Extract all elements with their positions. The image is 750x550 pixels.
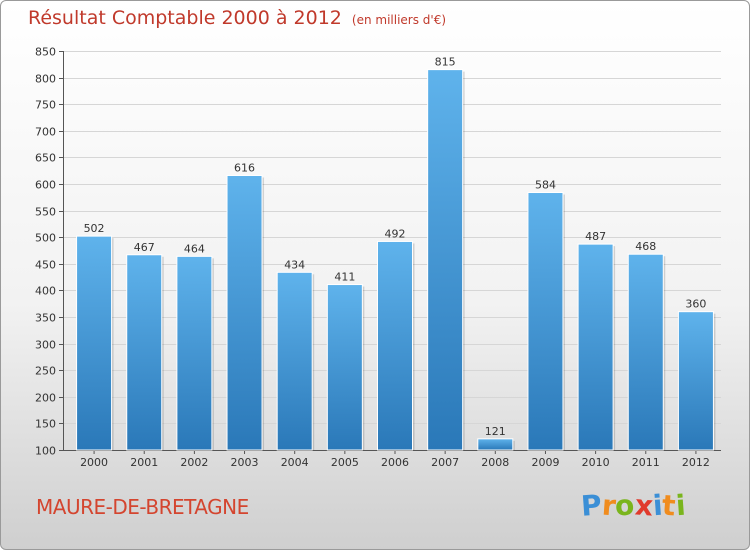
bars (76, 69, 716, 451)
logo-letter: o (614, 488, 636, 523)
x-tick-label-2004: 2004 (281, 456, 309, 469)
labels: 100 150 200 250 300 350 400 450 500 550 600 650 700 7… (35, 46, 710, 470)
value-label-2004: 434 (284, 258, 305, 271)
bar-2005 (326, 284, 363, 451)
value-label-2007: 815 (435, 56, 456, 69)
value-label-2012: 360 (685, 298, 706, 311)
x-tick-label-2012: 2012 (682, 456, 710, 469)
bar-2003 (226, 174, 263, 451)
chart-title-text: Résultat Comptable 2000 à 2012 (28, 7, 342, 29)
value-label-2006: 492 (385, 227, 406, 240)
proxiti-logo: Proxiti (579, 488, 687, 523)
y-tick-label-300: 300 (35, 339, 56, 352)
x-tick-label-2007: 2007 (431, 456, 459, 469)
value-label-2005: 411 (334, 271, 355, 284)
bar-2002 (176, 255, 213, 451)
y-tick-label-250: 250 (35, 365, 56, 378)
bar-2009 (527, 192, 564, 451)
chart-title: Résultat Comptable 2000 à 2012 (en millie… (28, 7, 446, 29)
bar-2012 (677, 311, 714, 451)
x-tick-label-2009: 2009 (531, 456, 559, 469)
value-label-2000: 502 (84, 222, 105, 235)
commune-name: MAURE-DE-BRETAGNE (36, 495, 249, 519)
chart-unit-label: (en milliers d'€) (351, 13, 447, 27)
y-tick-label-100: 100 (35, 445, 56, 458)
bar-2010 (577, 243, 614, 451)
x-tick-label-2001: 2001 (130, 456, 158, 469)
y-tick-label-750: 750 (35, 99, 56, 112)
y-tick-label-700: 700 (35, 126, 56, 139)
logo-letter: P (579, 488, 603, 523)
value-label-2008: 121 (485, 425, 506, 438)
y-tick-label-450: 450 (35, 259, 56, 272)
x-tick-label-2005: 2005 (331, 456, 359, 469)
value-label-2009: 584 (535, 179, 556, 192)
bar-2011 (627, 253, 664, 451)
x-tick-label-2008: 2008 (481, 456, 509, 469)
bar-2008 (477, 438, 514, 451)
y-tick-label-550: 550 (35, 206, 56, 219)
y-tick-label-350: 350 (35, 312, 56, 325)
y-tick-label-850: 850 (35, 46, 56, 59)
y-tick-label-400: 400 (35, 285, 56, 298)
y-tick-label-650: 650 (35, 152, 56, 165)
bar-2004 (276, 271, 313, 451)
bar-2006 (377, 240, 413, 451)
x-tick-label-2000: 2000 (80, 456, 108, 469)
value-label-2010: 487 (585, 230, 606, 243)
y-tick-label-600: 600 (35, 179, 56, 192)
y-tick-label-500: 500 (35, 232, 56, 245)
y-tick-label-800: 800 (35, 73, 56, 86)
x-tick-label-2011: 2011 (632, 456, 660, 469)
x-tick-label-2010: 2010 (582, 456, 610, 469)
bar-2001 (126, 254, 163, 451)
value-label-2003: 616 (234, 161, 255, 174)
value-label-2002: 464 (184, 242, 205, 255)
value-label-2001: 467 (134, 241, 155, 254)
y-tick-label-150: 150 (35, 418, 56, 431)
logo-letter: i (674, 488, 687, 523)
x-tick-label-2006: 2006 (381, 456, 409, 469)
x-tick-label-2002: 2002 (180, 456, 208, 469)
bar-2007 (427, 69, 464, 451)
y-tick-label-200: 200 (35, 392, 56, 405)
bar-2000 (76, 235, 113, 451)
value-label-2011: 468 (635, 240, 656, 253)
logo-letter: x (633, 488, 654, 523)
x-tick-label-2003: 2003 (231, 456, 259, 469)
